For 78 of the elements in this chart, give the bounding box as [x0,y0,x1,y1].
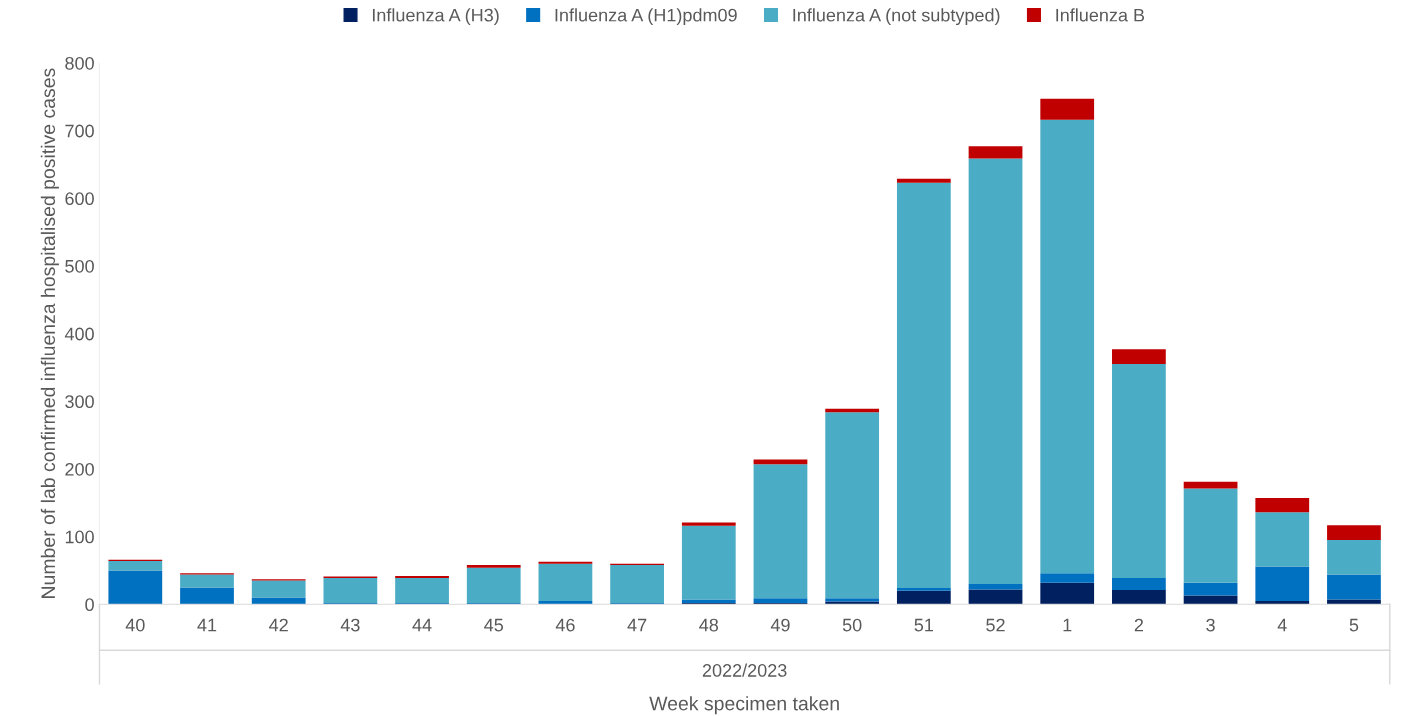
bar [180,587,234,605]
x-tick-label: 41 [197,618,217,632]
bar [896,590,951,605]
x-tick-label: 44 [412,618,432,632]
bar [1183,481,1238,489]
bar [968,584,1023,590]
bar [1040,98,1095,120]
bar [538,561,593,564]
bar [1040,582,1095,605]
bar [180,574,234,588]
x-tick-label: 4 [1277,618,1287,632]
y-tick-label: 200 [65,462,94,476]
y-tick-label: 400 [64,327,94,341]
bar [968,589,1023,605]
x-tick-label: 51 [914,618,933,632]
bar [1255,566,1310,601]
bar [1183,582,1238,596]
bar [1112,349,1166,365]
x-tick-label: 42 [269,618,288,632]
legend-label: Influenza A (H1)pdm09 [555,8,737,26]
x-tick-label: 2 [1134,618,1144,632]
y-tick-label: 800 [65,56,94,70]
bar [681,525,736,600]
bar [968,146,1023,159]
bar [108,561,163,571]
bar [466,567,521,603]
bar [968,158,1023,585]
x-tick-label: 3 [1206,618,1215,632]
x-axis-title: Week specimen taken [649,696,839,715]
bar [1255,512,1310,567]
y-tick-label: 100 [65,530,94,544]
bar [1327,574,1381,600]
y-tick-label: 700 [65,124,94,138]
bar [251,580,306,598]
bar [1112,590,1166,605]
bar [395,575,449,578]
x-tick-label: 48 [699,618,719,632]
x-tick-label: 40 [125,618,145,632]
bar [681,522,736,526]
bar [466,565,521,568]
x-tick-label: 50 [842,618,862,632]
y-tick-label: 300 [65,395,94,409]
x-tick-label: 1 [1063,618,1072,632]
bar [825,412,880,599]
legend-label: Influenza B [1056,8,1145,22]
bar [1112,364,1166,578]
y-tick-label: 500 [65,259,94,273]
bar [753,464,808,599]
x-tick-label: 45 [484,618,504,632]
bar [1112,577,1166,591]
bar [1255,498,1310,513]
bar [610,565,664,603]
x-tick-label: 43 [340,618,360,632]
x-tick-label: 46 [555,618,575,632]
x-tick-label: 52 [986,618,1005,632]
bar [1327,525,1381,541]
bar [1040,119,1095,574]
bar [395,577,449,603]
y-tick-label: 0 [85,598,94,612]
bar [1183,488,1238,583]
bar [896,182,951,589]
bar [1327,540,1381,575]
y-tick-label: 600 [65,192,94,206]
x-tick-label: 49 [770,618,790,632]
legend-label: Influenza A (H3) [372,8,499,26]
bar [753,598,808,603]
x-tick-label: 47 [627,618,647,632]
y-axis-title: Number of lab confirmed influenza hospitalised positive cases [40,68,59,598]
bar [323,577,378,603]
bar [108,570,163,605]
bar [1040,573,1095,583]
bar [1183,595,1238,605]
x-tick-label: 5 [1349,618,1359,632]
bar [538,563,593,601]
text: 2022/2023 [702,663,787,677]
bar [896,588,951,591]
legend-label: Influenza A (not subtyped) [793,8,1000,26]
bar [896,178,951,183]
